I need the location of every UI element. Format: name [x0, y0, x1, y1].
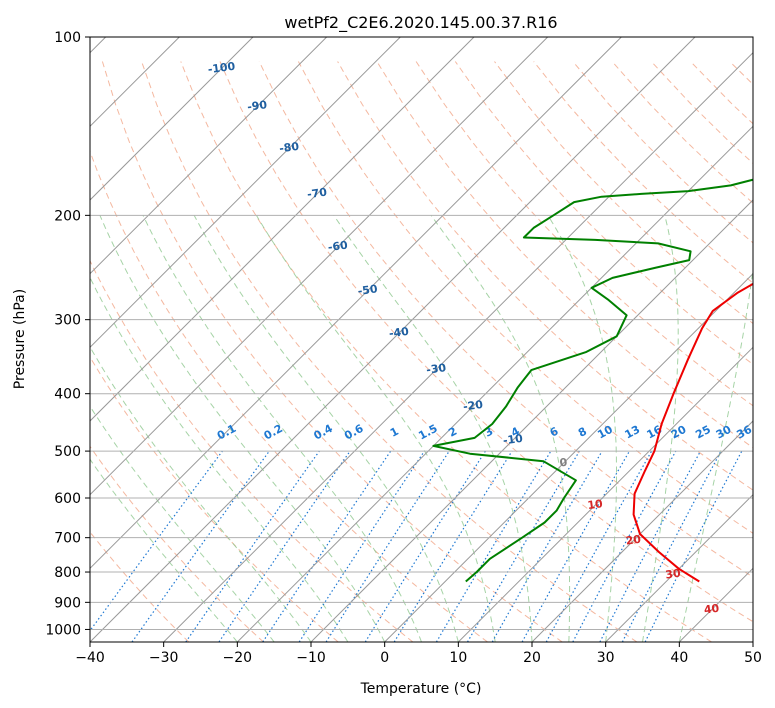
x-tick-label: −10 — [296, 650, 326, 666]
x-tick-label: 30 — [597, 650, 615, 666]
y-tick-label: 800 — [54, 565, 81, 581]
x-axis-title: Temperature (°C) — [360, 681, 482, 697]
y-tick-label: 200 — [54, 208, 81, 224]
x-tick-label: −30 — [149, 650, 179, 666]
y-tick-label: 500 — [54, 444, 81, 460]
y-tick-label: 1000 — [45, 622, 81, 638]
isotherm-label: 40 — [703, 602, 720, 617]
chart-title: wetPf2_C2E6.2020.145.00.37.R16 — [284, 13, 557, 33]
isotherm-label: -60 — [327, 238, 349, 254]
x-tick-label: −20 — [223, 650, 253, 666]
x-tick-label: 40 — [670, 650, 688, 666]
isotherm-label: -80 — [278, 140, 300, 156]
y-tick-label: 700 — [54, 531, 81, 547]
isotherm-label: -40 — [388, 325, 410, 341]
y-tick-label: 100 — [54, 30, 81, 46]
isotherm-label: -90 — [246, 98, 268, 114]
y-tick-label: 600 — [54, 491, 81, 507]
isotherm-label: -20 — [462, 398, 484, 414]
figure-background — [0, 0, 775, 708]
x-tick-label: −40 — [75, 650, 105, 666]
x-tick-label: 50 — [744, 650, 762, 666]
y-tick-label: 900 — [54, 595, 81, 611]
x-tick-label: 0 — [380, 650, 389, 666]
x-tick-label: 20 — [523, 650, 541, 666]
isotherm-label: -70 — [306, 186, 328, 202]
y-tick-label: 300 — [54, 313, 81, 329]
isotherm-label: 10 — [587, 497, 604, 512]
isotherm-label: -30 — [425, 361, 447, 377]
x-tick-label: 10 — [449, 650, 467, 666]
y-tick-label: 400 — [54, 387, 81, 403]
y-axis-title: Pressure (hPa) — [12, 289, 28, 389]
skew-t-chart: wetPf2_C2E6.2020.145.00.37.R16 -100-90-8… — [0, 0, 775, 708]
isotherm-label: -50 — [357, 282, 379, 298]
